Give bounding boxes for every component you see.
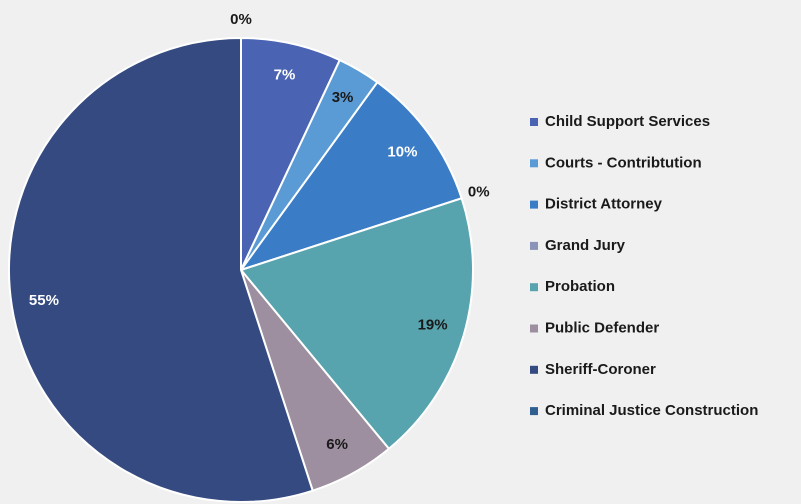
legend-marker xyxy=(530,241,538,250)
data-label: 7% xyxy=(274,66,296,83)
data-label: 3% xyxy=(332,89,354,106)
legend-label: Probation xyxy=(545,278,615,295)
pie-slice xyxy=(8,36,314,503)
legend-label: Grand Jury xyxy=(545,237,626,254)
legend-marker xyxy=(530,200,538,209)
pie-slice xyxy=(238,80,463,272)
pie-slice xyxy=(240,36,342,271)
legend-marker xyxy=(530,118,538,126)
legend-label: Child Support Services xyxy=(545,113,710,130)
data-label: 6% xyxy=(326,436,348,453)
legend-label: Public Defender xyxy=(545,319,659,336)
data-label: 55% xyxy=(29,292,59,309)
legend-marker xyxy=(530,407,538,416)
legend-marker xyxy=(530,159,538,168)
data-label: 0% xyxy=(230,11,252,28)
legend-marker xyxy=(530,365,538,374)
data-label: 19% xyxy=(418,317,448,334)
data-label: 0% xyxy=(468,184,490,201)
pie-slice xyxy=(239,197,474,451)
legend-marker xyxy=(530,283,538,292)
legend-label: Criminal Justice Construction xyxy=(545,402,758,419)
legend-label: Sheriff-Coroner xyxy=(545,361,656,378)
legend-marker xyxy=(530,324,538,333)
legend-label: Courts - Contribtution xyxy=(545,154,702,171)
data-label: 10% xyxy=(387,144,417,161)
legend-label: District Attorney xyxy=(545,196,663,213)
